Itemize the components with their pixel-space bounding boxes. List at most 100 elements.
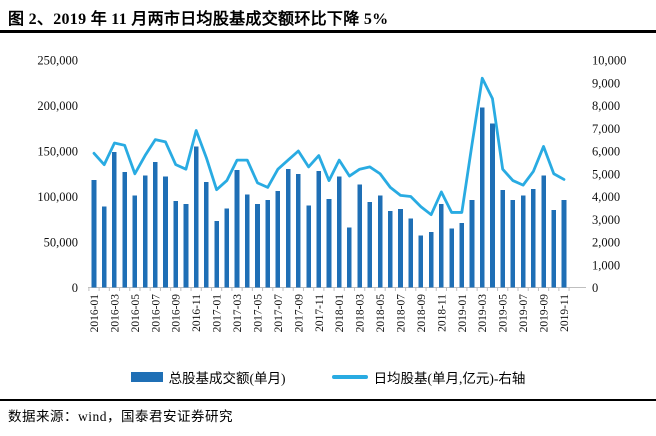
left-axis-tick-label: 100,000 <box>37 190 78 204</box>
bar <box>112 151 117 288</box>
bar <box>398 209 403 288</box>
left-axis-tick-label: 250,000 <box>37 54 78 68</box>
bar <box>439 203 444 288</box>
title-divider-rule <box>0 30 656 33</box>
bar <box>387 211 393 288</box>
x-axis-tick-label: 2016-07 <box>150 294 162 333</box>
bar <box>449 228 454 288</box>
x-axis-line <box>88 287 586 291</box>
line-series <box>92 76 566 217</box>
legend-line-label: 日均股基(单月,亿元)-右轴 <box>373 371 526 386</box>
bar <box>285 169 291 288</box>
right-axis-tick-label: 7,000 <box>592 122 620 136</box>
bar <box>551 210 557 288</box>
bar <box>347 227 352 288</box>
x-axis-tick-label: 2019-05 <box>498 294 510 333</box>
right-axis-tick-label: 4,000 <box>592 190 620 204</box>
bar <box>428 231 434 288</box>
bar <box>183 203 189 288</box>
x-axis-tick-label: 2019-03 <box>477 294 489 333</box>
bar <box>367 201 373 288</box>
x-axis-tick-label: 2017-01 <box>212 294 224 333</box>
bar <box>377 195 383 288</box>
bar <box>479 107 485 288</box>
bar <box>541 175 546 288</box>
x-axis-tick-label: 2018-01 <box>334 294 346 333</box>
combo-chart: 0 50,000 100,000 150,000 200,000 250,000 0 1,00… <box>37 54 626 333</box>
bar <box>224 208 230 288</box>
x-axis-tick-label: 2018-03 <box>355 294 367 333</box>
right-axis-tick-label: 1,000 <box>592 258 620 272</box>
right-axis-tick-label: 3,000 <box>592 213 620 227</box>
bar <box>255 203 260 288</box>
bar <box>275 191 281 288</box>
left-axis-labels: 0 50,000 100,000 150,000 200,000 250,000 <box>37 54 78 296</box>
bar <box>204 181 209 288</box>
bar <box>306 205 311 288</box>
x-axis-tick-label: 2019-01 <box>457 294 469 333</box>
bar <box>296 173 301 288</box>
x-axis-tick-label: 2017-05 <box>252 294 264 333</box>
bar-series-swatch-icon <box>130 372 163 382</box>
right-axis-tick-label: 8,000 <box>592 99 620 113</box>
x-axis-tick-label: 2019-09 <box>539 294 551 333</box>
left-axis-tick-label: 150,000 <box>37 145 78 159</box>
x-axis-labels: 2016-01 2016-03 2016-05 2016-07 2016-09 2016-… <box>89 294 571 333</box>
right-axis-tick-label: 2,000 <box>592 236 620 250</box>
bar <box>561 200 567 288</box>
bar <box>163 176 168 288</box>
bar <box>142 175 148 288</box>
bar <box>520 195 526 288</box>
bar <box>336 176 342 288</box>
bar <box>418 235 424 288</box>
right-axis-tick-label: 6,000 <box>592 145 620 159</box>
line-series-swatch-icon <box>331 375 368 379</box>
bar <box>101 206 107 288</box>
bar <box>214 221 219 288</box>
x-axis-tick-label: 2018-11 <box>436 294 448 332</box>
bar <box>122 171 127 288</box>
bar <box>469 200 475 288</box>
bar <box>316 171 322 288</box>
bar <box>265 200 270 288</box>
x-axis-tick-label: 2019-11 <box>559 294 571 332</box>
bar <box>500 190 505 288</box>
left-axis-tick-label: 200,000 <box>37 99 78 113</box>
bar <box>490 123 495 288</box>
x-axis-tick-label: 2017-09 <box>293 294 305 333</box>
x-axis-tick-label: 2016-09 <box>171 294 183 333</box>
bar <box>510 200 516 288</box>
bar <box>193 146 199 288</box>
x-axis-tick-label: 2017-07 <box>273 294 285 333</box>
x-axis-tick-label: 2018-07 <box>396 294 408 333</box>
bar <box>234 170 240 288</box>
legend-bar-label: 总股基成交额(单月) <box>168 371 286 386</box>
bar <box>408 218 414 288</box>
x-axis-tick-label: 2018-05 <box>375 294 387 333</box>
x-axis-tick-label: 2016-01 <box>89 294 101 333</box>
bar <box>531 189 536 288</box>
right-axis-tick-label: 9,000 <box>592 76 620 90</box>
x-axis-tick-label: 2019-07 <box>518 294 530 333</box>
bar <box>326 199 332 288</box>
bar <box>91 180 97 288</box>
right-axis-labels: 0 1,000 2,000 3,000 4,000 5,000 6,000 7,000 8,00… <box>592 54 626 296</box>
right-axis-tick-label: 0 <box>592 281 598 295</box>
data-source-note: 数据来源：wind，国泰君安证券研究 <box>8 409 233 424</box>
bar <box>132 195 138 288</box>
x-axis-tick-label: 2017-03 <box>232 294 244 333</box>
bar <box>173 201 179 288</box>
bar <box>153 161 158 288</box>
bar <box>459 222 465 288</box>
left-axis-tick-label: 50,000 <box>44 236 78 250</box>
legend-item-bars: 总股基成交额(单月) <box>130 367 286 387</box>
chart-legend: 总股基成交额(单月) 日均股基(单月,亿元)-右轴 <box>0 366 656 388</box>
footer-divider-rule <box>0 399 656 401</box>
bar <box>244 194 250 288</box>
right-axis-tick-label: 10,000 <box>592 54 626 68</box>
bars-series <box>91 107 567 288</box>
x-axis-tick-label: 2017-11 <box>314 294 326 332</box>
chart-area: 0 50,000 100,000 150,000 200,000 250,000 0 1,00… <box>0 40 656 370</box>
bar <box>357 184 362 288</box>
